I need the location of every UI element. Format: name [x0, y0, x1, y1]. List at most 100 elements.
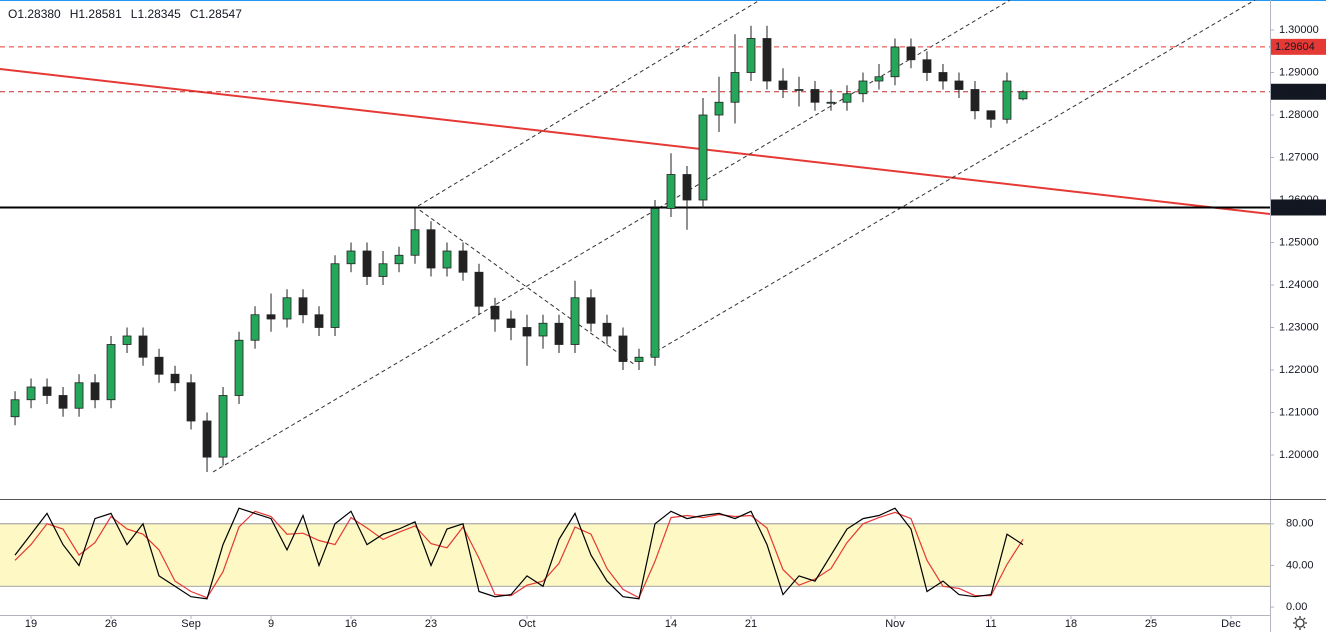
y-tick-label: 1.20000 [1279, 449, 1319, 461]
candle-body [762, 38, 772, 82]
price-level-label: 1.29604 [1275, 41, 1315, 53]
candle-body [810, 89, 820, 103]
y-tick-label: 1.23000 [1279, 321, 1319, 333]
candle-body [202, 420, 212, 458]
candle-body [970, 89, 980, 112]
legend-item: C1.28547 [190, 7, 242, 21]
candle-body [58, 395, 68, 409]
x-tick-label: 9 [268, 618, 274, 630]
candle-body [650, 208, 660, 358]
price-level-tag [1271, 38, 1326, 55]
candle-body [938, 72, 948, 82]
candle-body [426, 229, 436, 269]
candle-body [986, 110, 996, 120]
stoch-k-line [14, 507, 1024, 600]
candle-body [954, 80, 964, 90]
candle-body [234, 339, 244, 396]
candle-body [730, 72, 740, 103]
trendline [419, 209, 636, 366]
candle-body [682, 174, 692, 201]
candle-body [554, 322, 564, 345]
ohlc-legend: O1.28380 H1.28581 L1.28345 C1.28547 [8, 7, 242, 21]
candle-body [506, 318, 516, 328]
settings-icon[interactable] [1293, 616, 1307, 630]
osc-y-tick-label: 80.00 [1286, 518, 1314, 530]
candle-body [250, 314, 260, 341]
candle-body [698, 114, 708, 201]
main-pane [0, 0, 1270, 473]
candle-body [874, 76, 884, 82]
candle-body [330, 263, 340, 328]
candle-body [10, 399, 20, 418]
x-tick-label: 19 [25, 618, 37, 630]
candle-body [778, 80, 788, 90]
candle-body [170, 373, 180, 384]
candle-body [362, 250, 372, 277]
osc-y-tick-label: 40.00 [1286, 559, 1314, 571]
candle-body [394, 254, 404, 265]
x-tick-label: Dec [1221, 618, 1241, 630]
x-tick-label: Sep [181, 618, 201, 630]
candle-body [634, 356, 644, 362]
candle-body [666, 174, 676, 209]
trendline [417, 0, 761, 207]
candle-body [858, 80, 868, 95]
candle-body [266, 314, 276, 320]
candle-body [570, 297, 580, 345]
candle-body [42, 386, 52, 396]
y-tick-label: 1.30000 [1279, 24, 1319, 36]
price-level-tag [1271, 199, 1326, 216]
stoch-d-line [14, 510, 1024, 599]
candle-body [490, 305, 500, 320]
candle-body [522, 327, 532, 337]
x-tick-label: 14 [665, 618, 677, 630]
trendline [649, 0, 1256, 356]
legend-item: O1.28380 [8, 7, 61, 21]
candle-body [586, 297, 596, 324]
x-tick-label: 25 [1145, 618, 1157, 630]
candle-body [618, 335, 628, 362]
candle-body [458, 250, 468, 273]
candle-body [90, 382, 100, 401]
y-tick-label: 1.25000 [1279, 236, 1319, 248]
legend-item: H1.28581 [70, 7, 122, 21]
candle-body [154, 356, 164, 375]
x-tick-label: 26 [105, 618, 117, 630]
candle-body [346, 250, 356, 265]
candle-body [538, 322, 548, 337]
candle-body [746, 38, 756, 73]
candle-body [410, 229, 420, 256]
y-tick-label: 1.21000 [1279, 406, 1319, 418]
x-tick-label: 21 [745, 618, 757, 630]
candle-body [1018, 91, 1028, 100]
candle-body [138, 335, 148, 358]
x-tick-label: 16 [345, 618, 357, 630]
candle-body [282, 297, 292, 320]
candle-body [442, 250, 452, 269]
candle-body [842, 93, 852, 103]
candle-body [1002, 80, 1012, 120]
osc-y-tick-label: 0.00 [1286, 601, 1307, 613]
candle-body [314, 314, 324, 328]
x-tick-label: 18 [1065, 618, 1077, 630]
oscillator-band [0, 523, 1270, 587]
candle-body [122, 335, 132, 345]
candle-body [890, 46, 900, 78]
candle-body [906, 46, 916, 61]
candle-body [186, 382, 196, 422]
candle-body [714, 101, 724, 116]
y-tick-label: 1.29000 [1279, 66, 1319, 78]
candle-body [922, 59, 932, 73]
candle-body [826, 101, 836, 104]
x-tick-label: 23 [425, 618, 437, 630]
y-tick-label: 1.22000 [1279, 364, 1319, 376]
x-tick-label: Oct [518, 618, 535, 630]
x-tick-label: 11 [985, 618, 996, 630]
candle-body [106, 344, 116, 401]
legend-item: L1.28345 [131, 7, 181, 21]
oscillator-pane [0, 507, 1270, 600]
candle-body [602, 322, 612, 337]
candle-body [218, 395, 228, 458]
candle-body [74, 382, 84, 409]
